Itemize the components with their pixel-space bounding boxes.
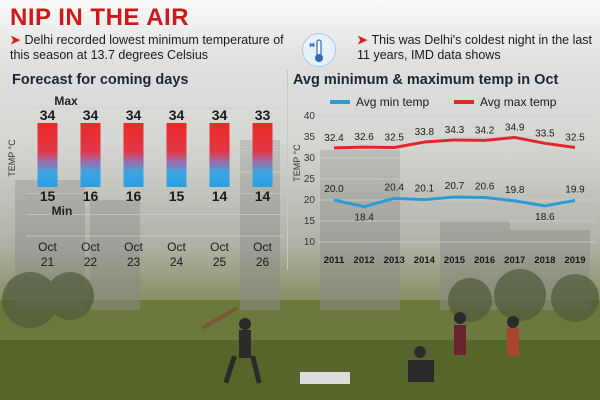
forecast-tick-day: 21	[41, 255, 55, 269]
avg-min-line	[333, 195, 576, 209]
avg-x-tick-label: 2014	[414, 255, 436, 266]
forecast-bar-chart: TEMP °C Max Min 3415Oct213416Oct223416Oc…	[7, 94, 284, 269]
avg-min-value-label: 18.4	[354, 213, 374, 224]
forecast-max-value: 34	[126, 107, 142, 123]
forecast-min-value: 14	[212, 188, 228, 204]
forecast-tick-day: 26	[256, 255, 270, 269]
avg-x-tick-label: 2019	[564, 255, 585, 266]
bullet-coldest-night: ➤ This was Delhi's coldest night in the l…	[357, 33, 597, 63]
snowflake-thermometer-icon	[302, 33, 336, 67]
panel-divider	[287, 70, 288, 270]
avg-temp-line-chart: 10 15 20 25 30 35 40 2011 2012 2013 2014 2015 2016 20…	[292, 95, 596, 266]
forecast-tick-month: Oct	[210, 240, 229, 254]
avg-x-tick-label: 2013	[384, 255, 405, 266]
avg-min-value-label: 20.0	[324, 184, 344, 195]
forecast-min-value: 16	[83, 188, 99, 204]
avg-min-value-label: 20.7	[445, 181, 465, 192]
forecast-tick-day: 24	[170, 255, 184, 269]
legend-label-min: Avg min temp	[356, 95, 429, 109]
avg-max-value-label: 34.9	[505, 122, 525, 133]
bullet-lowest-temp: ➤ Delhi recorded lowest minimum temperatu…	[10, 33, 300, 63]
avg-min-value-label: 20.4	[385, 182, 405, 193]
forecast-min-value: 15	[169, 188, 185, 204]
forecast-tick-month: Oct	[81, 240, 100, 254]
avg-x-tick-label: 2015	[444, 255, 466, 266]
forecast-max-value: 34	[212, 107, 228, 123]
forecast-tick-month: Oct	[38, 240, 57, 254]
avg-max-value-label: 33.8	[415, 127, 435, 138]
avg-y-tick-label: 30	[304, 153, 316, 164]
avg-y-tick-label: 25	[304, 174, 316, 185]
forecast-min-value: 15	[40, 188, 56, 204]
avg-x-tick-label: 2016	[474, 255, 495, 266]
avg-max-line	[333, 135, 576, 150]
forecast-max-legend: Max	[54, 94, 78, 108]
forecast-tick-day: 25	[213, 255, 227, 269]
forecast-max-value: 34	[169, 107, 185, 123]
avg-max-value-label: 32.5	[385, 133, 405, 144]
avg-y-axis-label: TEMP °C	[292, 144, 302, 182]
forecast-bar	[80, 123, 101, 187]
avg-min-value-label: 20.6	[475, 181, 495, 192]
forecast-bar	[209, 123, 230, 187]
avg-max-value-label: 32.5	[565, 133, 585, 144]
avg-temp-chart-title: Avg minimum & maximum temp in Oct	[293, 72, 559, 88]
forecast-tick-month: Oct	[124, 240, 143, 254]
avg-y-tick-label: 35	[304, 132, 316, 143]
avg-max-value-label: 34.3	[445, 125, 465, 136]
avg-y-tick-label: 40	[304, 111, 316, 122]
bullet-coldest-night-text: This was Delhi's coldest night in the la…	[357, 33, 593, 62]
forecast-bar	[123, 123, 144, 187]
arrow-icon: ➤	[357, 33, 368, 47]
legend-label-max: Avg max temp	[480, 95, 557, 109]
headline: NIP IN THE AIR	[10, 4, 190, 31]
avg-x-tick-label: 2012	[354, 255, 375, 266]
forecast-tick-month: Oct	[167, 240, 186, 254]
forecast-tick-month: Oct	[253, 240, 272, 254]
forecast-bar	[37, 123, 58, 187]
avg-y-tick-label: 20	[304, 195, 316, 206]
avg-max-value-label: 32.6	[354, 132, 374, 143]
forecast-y-axis-label: TEMP °C	[7, 139, 17, 177]
arrow-icon: ➤	[10, 33, 21, 47]
forecast-bar	[166, 123, 187, 187]
forecast-tick-day: 23	[127, 255, 141, 269]
avg-min-value-label: 20.1	[415, 184, 435, 195]
forecast-max-value: 34	[83, 107, 99, 123]
forecast-min-value: 16	[126, 188, 142, 204]
forecast-tick-day: 22	[84, 255, 98, 269]
avg-min-value-label: 19.9	[565, 184, 585, 195]
forecast-min-legend: Min	[52, 204, 73, 218]
forecast-chart-title: Forecast for coming days	[12, 72, 189, 88]
forecast-min-value: 14	[255, 188, 271, 204]
avg-x-tick-label: 2017	[504, 255, 525, 266]
avg-y-tick-label: 10	[304, 237, 316, 248]
forecast-bar	[252, 123, 273, 187]
avg-x-tick-label: 2011	[324, 255, 345, 266]
avg-x-tick-label: 2018	[534, 255, 555, 266]
avg-min-value-label: 18.6	[535, 212, 555, 223]
avg-y-tick-label: 15	[304, 216, 316, 227]
forecast-max-value: 33	[255, 107, 271, 123]
forecast-max-value: 34	[40, 107, 56, 123]
bullet-lowest-temp-text: Delhi recorded lowest minimum temperatur…	[10, 33, 284, 62]
avg-max-value-label: 34.2	[475, 125, 495, 136]
avg-max-value-label: 32.4	[324, 133, 344, 144]
avg-min-value-label: 19.8	[505, 185, 525, 196]
avg-max-value-label: 33.5	[535, 128, 555, 139]
